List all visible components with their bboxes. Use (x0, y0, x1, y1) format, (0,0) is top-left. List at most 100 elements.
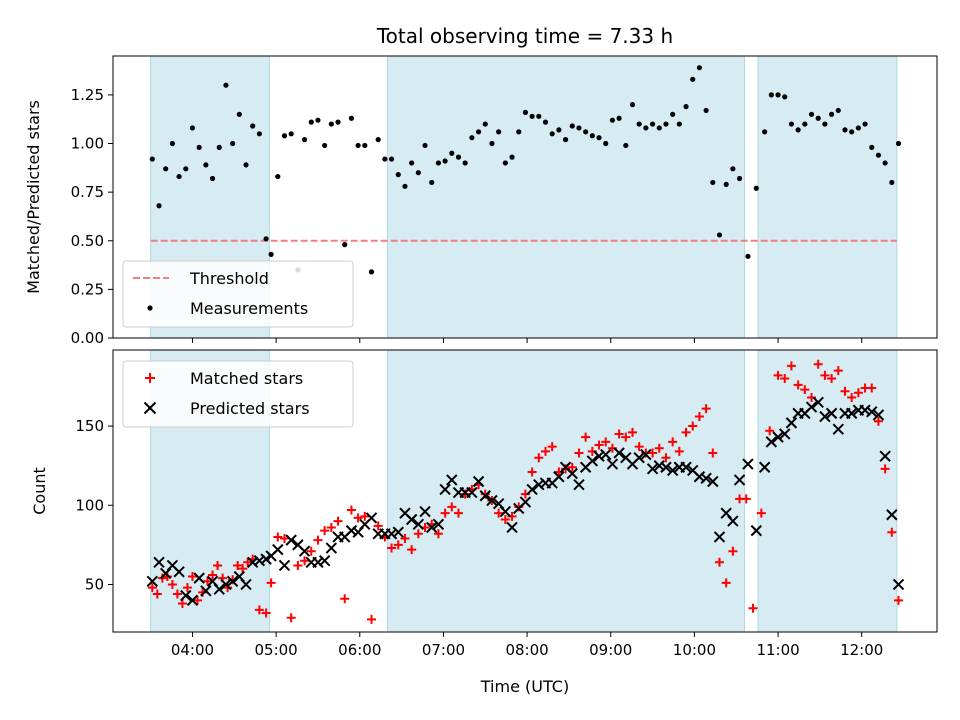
data-point (708, 448, 718, 458)
data-point (256, 131, 262, 137)
data-point (462, 160, 468, 166)
data-point (819, 410, 831, 423)
data-point (313, 535, 323, 545)
data-point (455, 154, 462, 160)
x-tick-label: 04:00 (171, 641, 214, 659)
data-point (728, 546, 738, 556)
data-point (480, 489, 490, 499)
y-tick-label: 1.00 (71, 135, 104, 153)
data-point (748, 603, 758, 613)
data-point (527, 467, 537, 477)
data-point (419, 505, 431, 518)
data-point (889, 179, 895, 186)
data-point (285, 534, 297, 546)
series-measurements (149, 65, 902, 275)
y-tick-label: 0.00 (71, 329, 104, 347)
data-point (688, 421, 698, 431)
data-point (187, 572, 197, 582)
data-point (360, 511, 370, 521)
data-point (253, 555, 266, 567)
data-point (345, 524, 358, 537)
data-point (694, 412, 704, 422)
data-point (333, 516, 343, 526)
data-point (308, 119, 314, 125)
data-point (707, 475, 719, 488)
data-point (250, 123, 256, 129)
data-point (203, 162, 209, 168)
data-point (894, 595, 904, 605)
data-point (203, 576, 213, 586)
data-point (805, 401, 818, 413)
data-point (223, 583, 233, 593)
y-tick-label: 1.25 (71, 86, 104, 104)
data-point (629, 102, 636, 108)
data-point (589, 133, 595, 139)
data-point (362, 142, 368, 149)
data-point (549, 131, 555, 137)
data-point (802, 121, 808, 127)
data-point (574, 448, 584, 458)
data-point (223, 82, 229, 88)
data-point (460, 489, 470, 499)
data-point (614, 429, 624, 439)
data-point (180, 589, 192, 602)
data-point (758, 461, 771, 473)
data-point (475, 129, 482, 135)
data-point (172, 589, 182, 599)
data-point (656, 125, 662, 131)
data-point (542, 119, 549, 125)
data-point (173, 566, 185, 578)
legend-label: Matched stars (190, 369, 303, 388)
data-point (753, 185, 759, 191)
data-point (855, 125, 861, 131)
data-point (429, 179, 435, 186)
x-tick-label: 10:00 (673, 641, 716, 659)
data-point (315, 117, 321, 123)
data-point (182, 583, 192, 593)
data-point (710, 179, 716, 186)
data-point (243, 557, 253, 567)
data-point (573, 478, 585, 491)
data-point (745, 253, 751, 259)
data-point (780, 374, 790, 384)
data-point (298, 545, 311, 557)
data-point (393, 540, 403, 550)
data-point (326, 522, 336, 532)
legend-label: Threshold (189, 269, 269, 288)
data-point (867, 383, 877, 393)
data-point (153, 556, 165, 568)
data-point (873, 416, 883, 426)
data-point (167, 579, 177, 589)
data-point (540, 446, 550, 456)
data-point (402, 183, 408, 189)
data-point (756, 508, 766, 518)
data-point (815, 115, 821, 121)
data-point (681, 427, 691, 437)
data-point (663, 121, 669, 127)
data-point (449, 150, 455, 156)
data-point (260, 553, 272, 565)
data-point (567, 462, 577, 472)
data-point (833, 366, 843, 376)
data-point (782, 94, 788, 100)
data-point (646, 463, 659, 475)
legend-label: Measurements (190, 299, 308, 318)
data-point (300, 556, 310, 566)
data-point (703, 107, 709, 114)
data-point (875, 152, 882, 158)
data-point (696, 65, 703, 71)
data-point (862, 121, 868, 127)
data-point (494, 508, 504, 518)
data-point (813, 359, 823, 369)
data-point (670, 111, 676, 117)
data-point (293, 560, 303, 570)
data-point (220, 578, 232, 591)
axes-frame (112, 349, 938, 633)
data-point (355, 142, 361, 149)
y-axis-label: Matched/Predicted stars (24, 100, 43, 294)
data-point (268, 251, 274, 257)
data-point (499, 505, 512, 518)
data-point (853, 388, 863, 398)
data-point (808, 111, 815, 117)
data-point (845, 407, 858, 420)
